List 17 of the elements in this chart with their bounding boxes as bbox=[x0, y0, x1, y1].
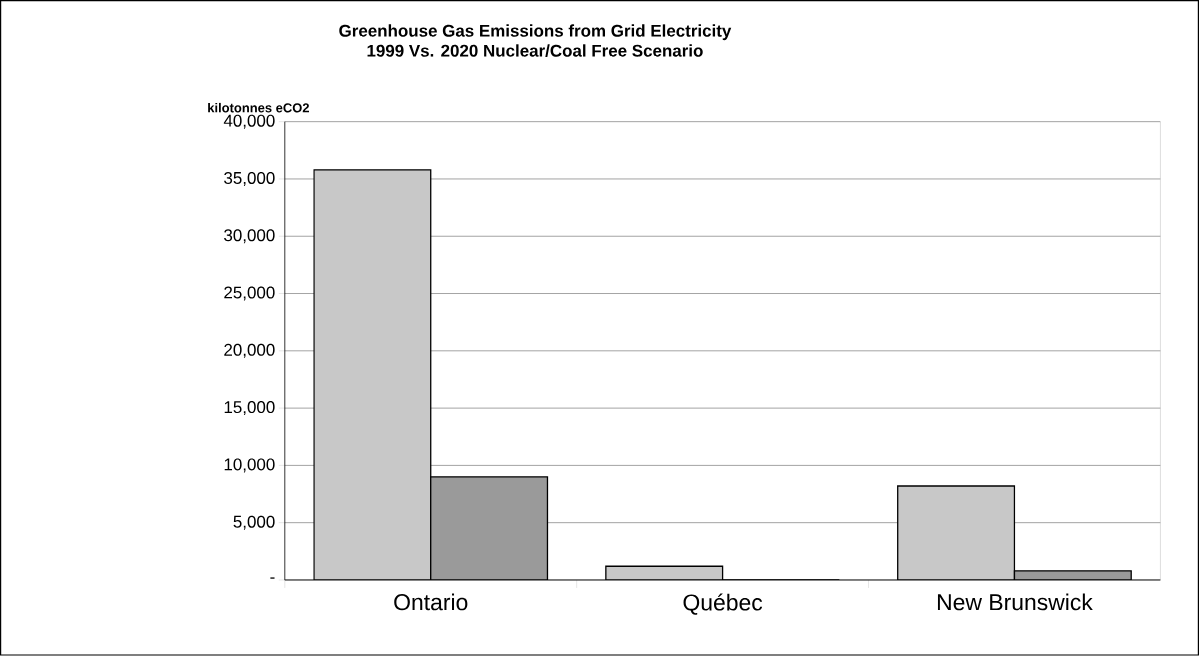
bar bbox=[897, 485, 1016, 581]
x-tick-label: New Brunswick bbox=[937, 593, 1093, 611]
y-tick-label: 5,000 bbox=[233, 515, 275, 530]
y-tick-label: - bbox=[270, 577, 275, 579]
y-tick-label: 15,000 bbox=[224, 401, 275, 416]
chart-title: Greenhouse Gas Emissions from Grid Electricity 1999 Vs. 2020 Nuclear/Coal Free Scenario bbox=[339, 24, 732, 58]
x-tick-label: Ontario bbox=[394, 593, 468, 611]
y-axis-title: kilotonnes eCO2 bbox=[208, 103, 310, 113]
y-tick-label: 30,000 bbox=[224, 229, 275, 244]
y-tick-label: 35,000 bbox=[224, 172, 275, 187]
y-tick-label: 20,000 bbox=[224, 344, 275, 359]
bar bbox=[430, 476, 549, 581]
y-tick-label: 25,000 bbox=[224, 286, 275, 301]
bar bbox=[313, 169, 432, 581]
y-tick-label: 10,000 bbox=[224, 458, 275, 473]
y-tick-label: 40,000 bbox=[223, 114, 275, 129]
x-tick-label: Québec bbox=[683, 593, 763, 615]
